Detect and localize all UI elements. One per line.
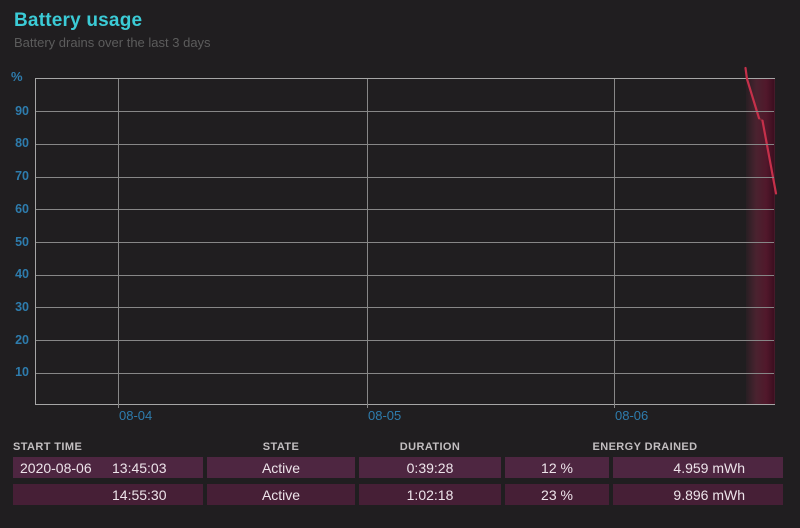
y-axis-tick-label: 30: [15, 299, 29, 314]
y-gridline: [36, 209, 774, 211]
cell-percent-drained: 23 %: [505, 484, 609, 505]
page-subtitle: Battery drains over the last 3 days: [14, 35, 211, 50]
page-title: Battery usage: [14, 10, 143, 31]
battery-usage-chart: % 90 80 70 60 50 40 30 20 10 08-04 08-05 08-06: [11, 66, 778, 423]
cell-percent-drained: 12 %: [505, 457, 609, 478]
cell-state: Active: [207, 484, 355, 505]
table-row: 14:55:30 Active 1:02:18 23 % 9.896 mWh: [13, 484, 783, 505]
cell-energy-drained: 4.959 mWh: [613, 457, 783, 478]
cell-duration: 1:02:18: [359, 484, 501, 505]
y-axis-tick-label: 90: [15, 103, 29, 118]
x-axis-tick-label: 08-06: [615, 408, 649, 423]
x-gridline: [614, 79, 615, 408]
chart-plot-area: [35, 66, 778, 408]
y-axis-tick-label: 50: [15, 234, 29, 249]
y-gridline: [36, 340, 774, 342]
x-gridline: [118, 79, 119, 408]
battery-drain-line: [744, 66, 778, 195]
y-gridline: [36, 176, 774, 178]
start-time: 13:45:03: [112, 459, 167, 476]
y-gridline: [36, 242, 774, 243]
y-gridline: [36, 274, 774, 276]
y-axis-tick-label: 60: [15, 201, 29, 216]
y-axis-unit-label: %: [11, 69, 23, 84]
cell-duration: 0:39:28: [359, 457, 501, 478]
column-header-energy-drained: ENERGY DRAINED: [592, 441, 698, 453]
cell-start-time: 2020-08-06 13:45:03: [13, 457, 203, 478]
cell-state: Active: [207, 457, 355, 478]
report-header: Battery usage Battery drains over the la…: [14, 10, 211, 50]
y-gridline: [36, 307, 774, 309]
y-axis-tick-label: 70: [15, 169, 29, 184]
y-gridline: [36, 111, 774, 113]
active-drain-highlight-band: [746, 79, 775, 404]
column-header-duration: DURATION: [399, 441, 461, 453]
column-header-state: STATE: [262, 441, 300, 453]
x-axis-tick-label: 08-04: [119, 408, 153, 423]
y-axis-tick-label: 10: [15, 365, 29, 380]
y-axis-tick-label: 40: [15, 267, 29, 282]
cell-energy-drained: 9.896 mWh: [613, 484, 783, 505]
y-gridline: [36, 372, 774, 374]
column-header-start-time: START TIME: [13, 441, 83, 453]
table-row: 2020-08-06 13:45:03 Active 0:39:28 12 % …: [13, 457, 783, 478]
start-time: 14:55:30: [112, 486, 167, 503]
x-gridline: [367, 79, 368, 408]
cell-start-time: 14:55:30: [13, 484, 203, 505]
y-axis-tick-label: 20: [15, 332, 29, 347]
y-axis-tick-label: 80: [15, 136, 29, 151]
x-axis-tick-label: 08-05: [368, 408, 402, 423]
y-gridline: [36, 143, 774, 145]
start-date: 2020-08-06: [20, 459, 92, 476]
